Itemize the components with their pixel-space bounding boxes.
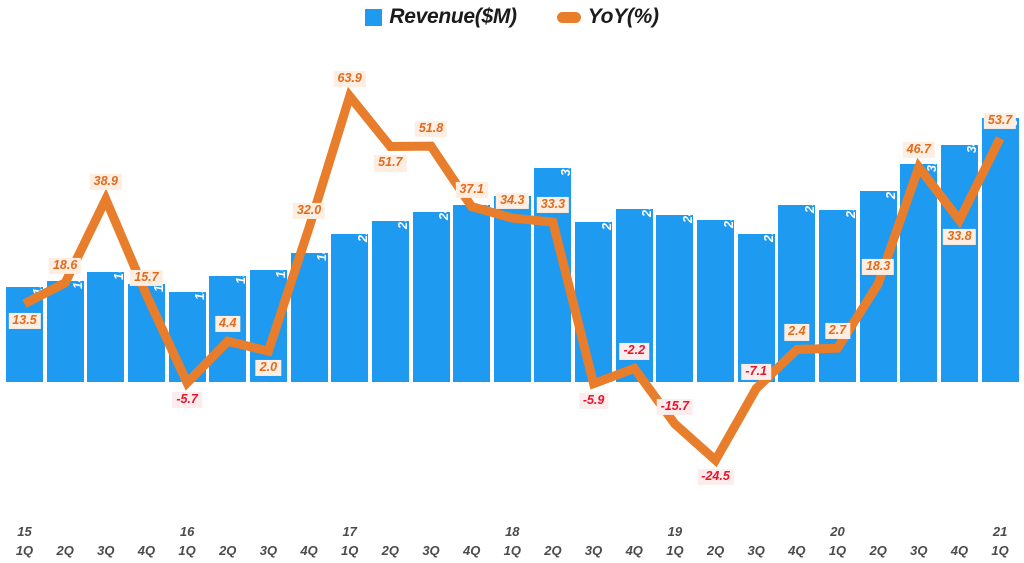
yoy-point-label: 2.0 [255, 360, 282, 377]
yoy-point-label: 63.9 [333, 71, 366, 88]
yoy-point-label: 51.8 [414, 120, 448, 138]
yoy-point-label: -7.1 [741, 363, 771, 380]
legend-label-yoy: YoY(%) [587, 5, 659, 28]
x-axis-quarter-label: 3Q [422, 543, 440, 558]
x-axis-quarter-label: 2Q [56, 543, 74, 558]
x-axis-quarter-label: 2Q [219, 543, 237, 558]
x-axis-year-label: 20 [830, 524, 845, 539]
yoy-point-label: 18.3 [861, 258, 895, 276]
yoy-point-label: 46.7 [902, 141, 935, 159]
yoy-point-label: -5.9 [578, 392, 609, 409]
bar[interactable] [697, 220, 735, 382]
x-axis-quarter-label: 4Q [788, 543, 806, 558]
x-axis-quarter-label: 3Q [97, 543, 115, 558]
bar[interactable] [656, 214, 694, 382]
x-axis-quarter-label: 3Q [259, 543, 278, 558]
bar[interactable] [87, 272, 125, 382]
yoy-point-label: 38.9 [89, 174, 122, 191]
bar[interactable] [575, 222, 613, 382]
yoy-point-label: 33.3 [536, 197, 570, 214]
bar-swatch-icon [365, 8, 383, 26]
line-series-layer [22, 86, 1005, 468]
x-axis-quarter-label: 1Q [991, 543, 1009, 558]
yoy-point-label: 53.7 [983, 113, 1017, 130]
plot-area: 1393148116001426131415461632188221542345… [6, 71, 1020, 486]
bar[interactable] [412, 212, 450, 382]
x-axis-year-label: 19 [667, 524, 683, 539]
yoy-point-label: 32.0 [292, 202, 326, 219]
yoy-point-label: -2.2 [619, 343, 650, 360]
yoy-point-label: 33.8 [943, 229, 976, 246]
yoy-point-label: 13.5 [8, 312, 41, 329]
yoy-point-label: 15.7 [130, 269, 163, 286]
x-axis-quarter-label: 4Q [137, 543, 156, 558]
x-axis-year-label: 15 [17, 524, 32, 539]
x-axis-quarter-label: 4Q [300, 543, 318, 558]
x-axis-year-label: 16 [179, 524, 195, 539]
line-swatch-icon [556, 11, 581, 23]
yoy-point-label: -5.7 [172, 391, 202, 408]
yoy-point-label: -24.5 [697, 469, 734, 486]
x-axis-quarter-label: 2Q [381, 543, 400, 558]
x-axis-quarter-label: 2Q [706, 543, 725, 558]
legend-item-yoy[interactable]: YoY(%) [556, 5, 659, 29]
bar[interactable] [453, 205, 491, 382]
x-axis-quarter-label: 4Q [625, 543, 643, 558]
x-axis-quarter-label: 3Q [747, 543, 765, 558]
x-axis-year-label: 18 [505, 524, 520, 539]
x-axis-quarter-label: 1Q [828, 543, 847, 558]
yoy-line [22, 86, 1005, 468]
x-axis-quarter-label: 4Q [462, 543, 481, 558]
x-axis-quarter-label: 3Q [910, 543, 928, 558]
chart-legend: Revenue($M) YoY(%) [0, 0, 1024, 34]
bar[interactable] [46, 280, 84, 382]
x-axis-quarter-label: 3Q [584, 543, 603, 558]
yoy-point-label: 51.7 [374, 155, 407, 172]
x-axis-quarter-label: 2Q [544, 543, 562, 558]
x-axis-quarter-label: 1Q [341, 543, 359, 558]
bar[interactable] [819, 210, 856, 382]
x-axis-year-label: 21 [992, 524, 1008, 539]
legend-label-revenue: Revenue($M) [389, 5, 517, 28]
yoy-point-label: -15.7 [656, 398, 694, 416]
yoy-point-label: 34.3 [496, 193, 529, 210]
yoy-point-label: 2.7 [824, 323, 851, 340]
x-axis-quarter-label: 1Q [503, 543, 521, 558]
x-axis-quarter-label: 1Q [15, 543, 34, 558]
bar[interactable] [940, 145, 978, 382]
bar[interactable] [493, 196, 531, 382]
bar[interactable] [331, 234, 369, 382]
x-axis-quarter-label: 2Q [869, 543, 887, 558]
line-point-labels-layer: 13.5 18.6 38.9 15.7 -5.7 4.4 2.0 32.0 63.9 51.7 51… [8, 71, 1017, 486]
x-axis-quarter-label: 1Q [178, 543, 196, 558]
x-axis-quarter-label: 1Q [666, 543, 684, 558]
yoy-point-label: 37.1 [455, 181, 488, 198]
yoy-point-label: 18.6 [48, 257, 82, 274]
x-axis-year-label: 17 [342, 524, 357, 539]
yoy-point-label: 2.4 [784, 324, 810, 341]
legend-item-revenue[interactable]: Revenue($M) [365, 5, 517, 29]
bar[interactable] [737, 233, 775, 382]
bar[interactable] [371, 221, 409, 382]
x-axis: 15 1Q 2Q 3Q 4Q 16 1Q 2Q 3Q 4Q 17 1Q 2Q 3Q 4Q 18 1Q 2Q 3Q 4Q… [0, 515, 1024, 563]
x-axis-quarter-label: 4Q [950, 543, 969, 558]
yoy-point-label: 4.4 [215, 316, 241, 333]
